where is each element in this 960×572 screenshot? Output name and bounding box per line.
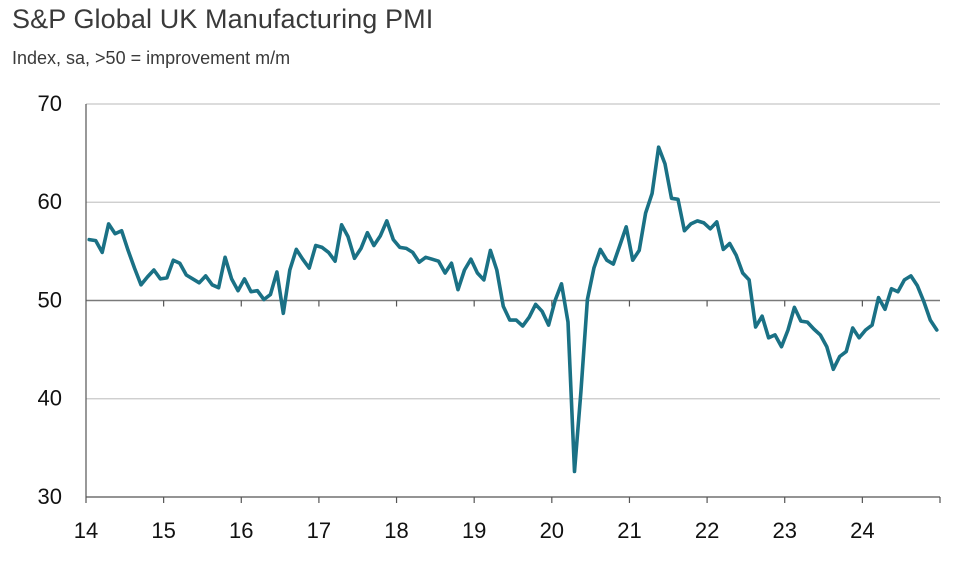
y-tick-label: 30 [38,484,62,509]
axes [85,104,941,503]
series-line [87,145,939,474]
x-tick-label: 15 [151,518,175,543]
x-tick-label: 21 [617,518,641,543]
x-tick-label: 22 [695,518,719,543]
x-tick-label: 16 [229,518,253,543]
chart-subtitle: Index, sa, >50 = improvement m/m [12,48,291,68]
y-tick-label: 40 [38,386,62,411]
x-tick-label: 17 [307,518,331,543]
x-tick-label: 19 [462,518,486,543]
x-tick-label: 20 [540,518,564,543]
y-axis-ticks: 70 60 50 40 30 [38,91,62,509]
x-tick-label: 23 [772,518,796,543]
series-layer [87,145,939,474]
x-tick-label: 18 [384,518,408,543]
y-tick-label: 60 [38,189,62,214]
y-tick-label: 50 [38,287,62,312]
x-axis-ticks: 14 15 16 17 18 19 20 21 22 23 24 [74,518,875,543]
x-tick-label: 24 [850,518,874,543]
x-tick-label: 14 [74,518,98,543]
y-tick-label: 70 [38,91,62,116]
gridlines [86,103,940,400]
chart-title: S&P Global UK Manufacturing PMI [12,4,434,34]
